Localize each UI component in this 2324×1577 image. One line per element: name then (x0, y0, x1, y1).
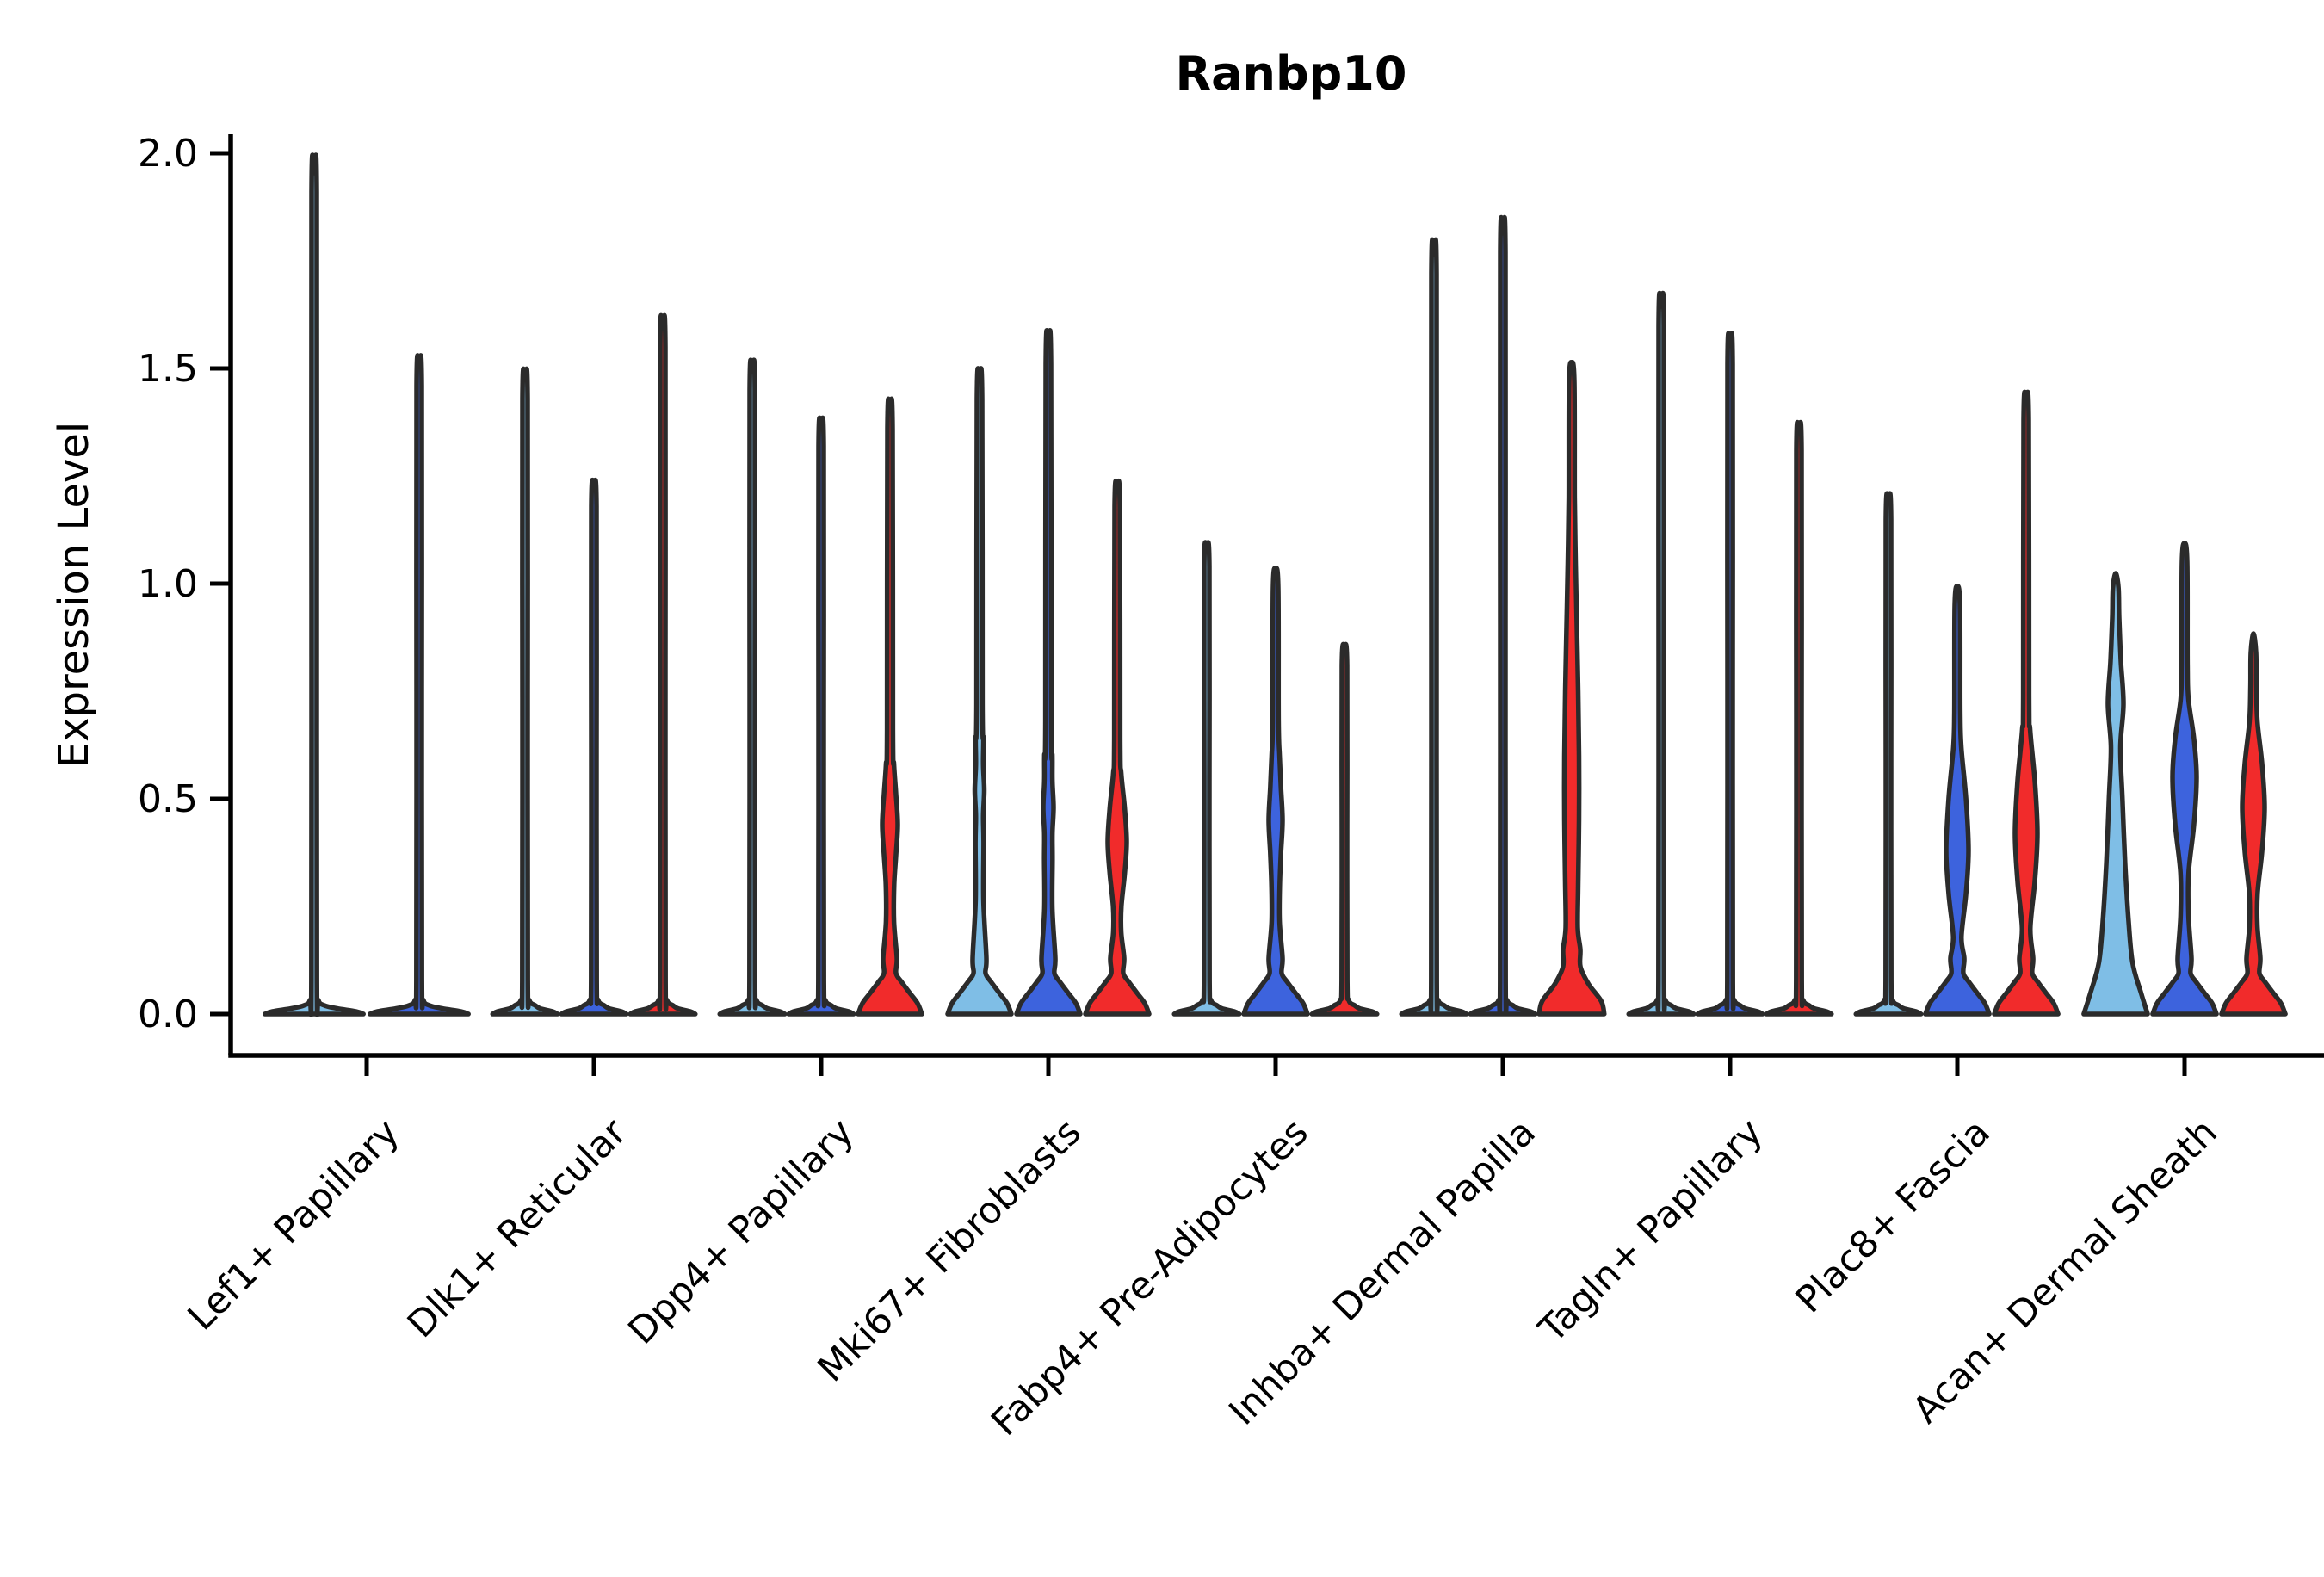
violin-blue (559, 478, 629, 1017)
violin-plot-svg: 0.0 0.5 1.0 1.5 2.0 Expression Level Ranbp10 Le… (50, 46, 2324, 1444)
violin-red (1764, 420, 1834, 1017)
violin-blue (1014, 328, 1083, 1017)
violin-red (1992, 389, 2061, 1017)
violin-blue (1241, 566, 1310, 1017)
violin-red (2219, 631, 2288, 1017)
y-tick-label: 1.0 (138, 562, 198, 606)
x-tick-label: Plac8+ Fascia (1788, 1110, 1999, 1321)
violin-lightblue (945, 366, 1014, 1017)
violin-blue (1923, 584, 1992, 1017)
x-tick-label: Dpp4+ Papillary (621, 1110, 862, 1352)
violin-lightblue (490, 366, 560, 1017)
y-tick-label: 1.5 (138, 347, 198, 391)
violin-lightblue (1399, 237, 1469, 1017)
violin-blue (2150, 541, 2219, 1017)
y-tick-label: 0.5 (138, 777, 198, 821)
x-tick-label: Lef1+ Papillary (180, 1110, 408, 1339)
violin-red (1309, 641, 1380, 1017)
violin-blue (368, 353, 471, 1017)
chart-title: Ranbp10 (1176, 46, 1407, 101)
violin-red (1536, 360, 1607, 1017)
y-axis-label: Expression Level (50, 422, 98, 769)
violin-red (1083, 479, 1152, 1017)
x-tick-label: Dlk1+ Reticular (399, 1110, 635, 1346)
x-tick-label: Tagln+ Papillary (1530, 1110, 1771, 1351)
violin-lightblue (1171, 540, 1242, 1017)
violin-blue (1695, 331, 1765, 1017)
violin-lightblue (1853, 491, 1924, 1017)
violin-lightblue (2081, 571, 2150, 1017)
y-tick-label: 0.0 (138, 993, 198, 1036)
violin-lightblue (717, 357, 788, 1017)
expression-violin-chart: 0.0 0.5 1.0 1.5 2.0 Expression Level Ranbp10 Le… (34, 14, 2324, 1563)
violin-lightblue (1626, 290, 1697, 1017)
violin-blue (786, 415, 856, 1017)
violin-red (856, 396, 924, 1017)
violin-lightblue (263, 152, 366, 1017)
violin-red (627, 312, 698, 1017)
violin-blue (1468, 214, 1538, 1017)
violin-plot-figure: 0.0 0.5 1.0 1.5 2.0 Expression Level Ranbp10 Le… (34, 14, 2324, 1563)
y-tick-label: 2.0 (138, 132, 198, 176)
